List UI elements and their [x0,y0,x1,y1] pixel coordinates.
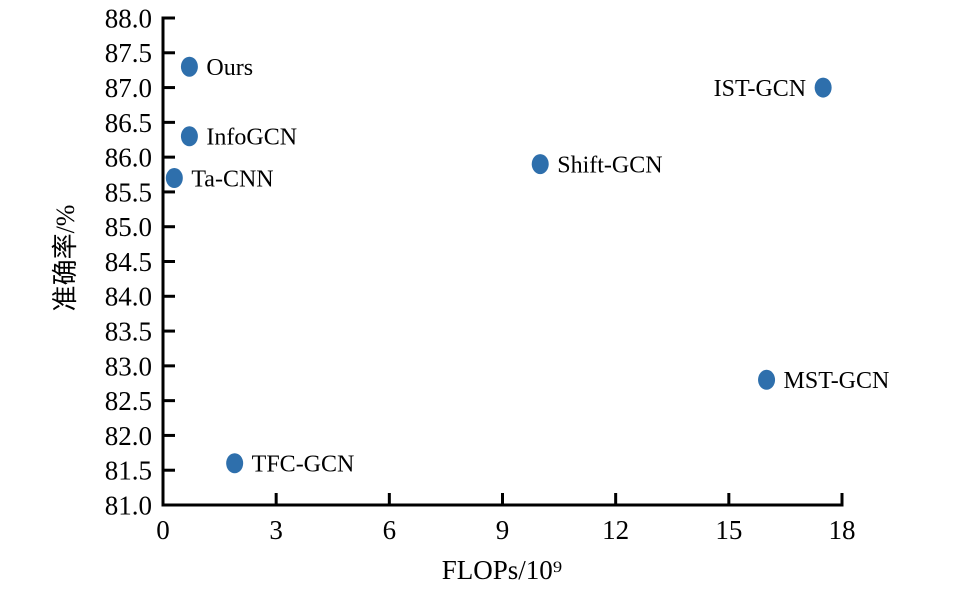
x-tick-label: 0 [156,515,170,545]
y-tick-label: 81.0 [105,490,152,520]
data-point [814,77,832,98]
data-point-label: Ta-CNN [191,166,273,192]
y-tick-label: 82.0 [105,421,152,451]
data-point-label: InfoGCN [206,125,297,151]
y-tick-label: 84.0 [105,282,152,312]
data-point-label: Ours [206,55,253,81]
y-tick-label: 83.5 [105,317,152,347]
data-point-label: IST-GCN [714,76,806,102]
y-tick-label: 85.0 [105,212,152,242]
x-tick-label: 6 [383,515,397,545]
x-tick-label: 15 [715,515,742,545]
x-tick-label: 3 [269,515,283,545]
y-tick-label: 87.5 [105,38,152,68]
data-point-label: TFC-GCN [252,452,355,478]
y-tick-label: 88.0 [105,3,152,33]
y-tick-label: 83.0 [105,351,152,381]
plot-area: 81.0 81.5 82.0 82.5 83.0 83.5 84.0 84.5 85.0 85.5… [105,3,890,545]
x-tick-label: 18 [829,515,856,545]
y-tick-label: 82.5 [105,386,152,416]
data-point [165,168,183,189]
data-point-label: Shift-GCN [557,153,662,179]
data-point [180,56,198,77]
x-tick-label: 12 [602,515,629,545]
y-axis-title: 准确率/% [51,205,80,312]
y-tick-label: 81.5 [105,456,152,486]
data-point [226,453,244,474]
y-tick-label: 86.5 [105,108,152,138]
y-tick-label: 85.5 [105,177,152,207]
y-tick-label: 84.5 [105,247,152,277]
y-tick-label: 86.0 [105,143,152,173]
x-axis-title: FLOPs/10⁹ [442,555,562,585]
data-point [180,126,198,147]
y-tick-label: 87.0 [105,73,152,103]
data-point [531,154,549,175]
data-point-label: MST-GCN [784,368,890,394]
data-point [758,369,776,390]
x-tick-label: 9 [496,515,510,545]
